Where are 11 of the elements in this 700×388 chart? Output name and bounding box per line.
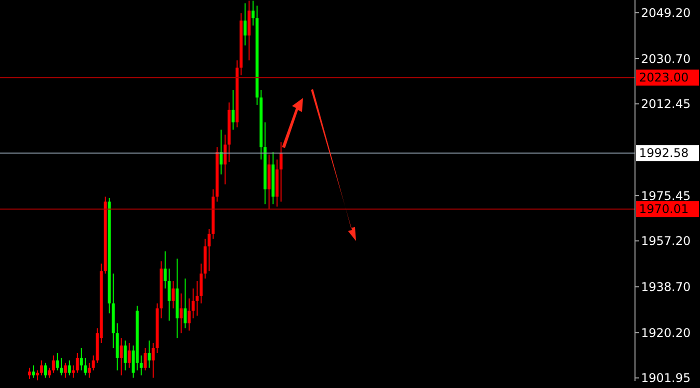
y-tick-label: 2030.70 bbox=[641, 52, 691, 66]
y-tick-label: 2049.20 bbox=[641, 6, 691, 20]
y-tick-label: 1901.95 bbox=[641, 371, 691, 386]
ref-line-label: 1970.01 bbox=[639, 202, 689, 216]
y-tick-label: 1938.70 bbox=[641, 280, 691, 294]
y-tick-label: 1975.45 bbox=[641, 188, 691, 203]
y-tick-label: 1957.20 bbox=[641, 234, 691, 248]
ref-line-label: 1992.58 bbox=[639, 146, 689, 160]
y-tick-label: 1920.20 bbox=[641, 326, 691, 340]
ref-line-label: 2023.00 bbox=[639, 70, 689, 85]
y-tick-label: 2012.45 bbox=[641, 97, 691, 112]
